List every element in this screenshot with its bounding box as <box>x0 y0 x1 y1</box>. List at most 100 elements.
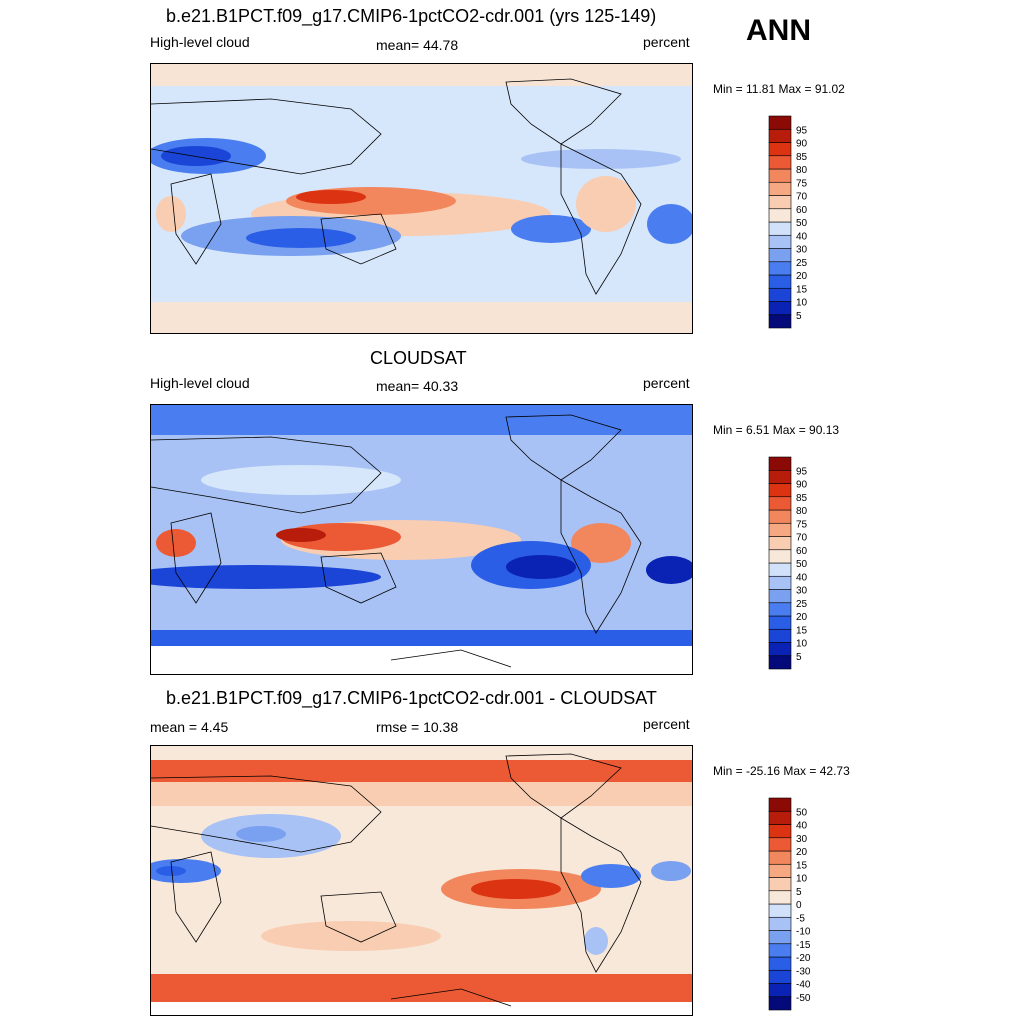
colorbar-box <box>768 850 792 865</box>
colorbar-box <box>768 314 792 329</box>
colorbar-tick-label: -5 <box>796 913 805 924</box>
colorbar-tick-label: 10 <box>796 639 808 650</box>
colorbar-tick-label: 10 <box>796 874 808 885</box>
colorbar-tick-label: 50 <box>796 807 808 818</box>
colorbar-tick-label: 30 <box>796 586 808 597</box>
colorbar-tick-label: 40 <box>796 821 808 832</box>
panel-1-map <box>150 63 693 334</box>
colorbar-tick-label: 60 <box>796 205 808 216</box>
colorbar-tick-label: 75 <box>796 519 808 530</box>
colorbar-box <box>768 969 792 984</box>
colorbar-box <box>768 956 792 971</box>
colorbar-tick-label: -10 <box>796 927 811 938</box>
colorbar-tick-label: 0 <box>796 900 802 911</box>
colorbar-tick-label: -30 <box>796 966 811 977</box>
colorbar-box <box>768 301 792 316</box>
colorbar-box <box>768 810 792 825</box>
colorbar-box <box>768 903 792 918</box>
colorbar-tick-label: 30 <box>796 245 808 256</box>
colorbar-tick-label: 15 <box>796 860 808 871</box>
panel-1-variable-label: High-level cloud <box>150 34 250 50</box>
colorbar-box <box>768 642 792 657</box>
colorbar-tick-label: 5 <box>796 887 802 898</box>
colorbar-box <box>768 615 792 630</box>
colorbar-tick-label: 80 <box>796 165 808 176</box>
colorbar-box <box>768 983 792 998</box>
colorbar-tick-label: -50 <box>796 993 811 1004</box>
colorbar-tick-label: 15 <box>796 284 808 295</box>
colorbar-box <box>768 274 792 289</box>
colorbar-box <box>768 890 792 905</box>
colorbar-box <box>768 877 792 892</box>
colorbar-box <box>768 221 792 236</box>
colorbar-tick-label: 85 <box>796 493 808 504</box>
colorbar-box <box>768 181 792 196</box>
colorbar-tick-label: 25 <box>796 258 808 269</box>
panel-3-units-label: percent <box>643 716 690 732</box>
colorbar-tick-label: -15 <box>796 940 811 951</box>
colorbar-box <box>768 248 792 263</box>
colorbar-box <box>768 234 792 249</box>
panel-3-colorbar: -50 -40 -30 -20 -15 -10 -5 0 5 10 15 20 30 40 50 <box>768 797 811 1011</box>
colorbar-box <box>768 496 792 511</box>
panel-1-units-label: percent <box>643 34 690 50</box>
colorbar-box <box>768 287 792 302</box>
colorbar-box <box>768 562 792 577</box>
colorbar-box <box>768 916 792 931</box>
panel-1-minmax: Min = 11.81 Max = 91.02 <box>713 82 845 96</box>
panel-2-minmax: Min = 6.51 Max = 90.13 <box>713 423 840 437</box>
colorbar-tick-label: 20 <box>796 612 808 623</box>
colorbar-box <box>768 797 792 812</box>
colorbar-tick-label: 20 <box>796 847 808 858</box>
panel-2-map <box>150 404 693 675</box>
colorbar-tick-label: 30 <box>796 834 808 845</box>
panel-1-colorbar: 5 10 15 20 25 30 40 50 60 70 75 80 85 90 95 <box>768 115 808 329</box>
colorbar-box <box>768 589 792 604</box>
colorbar-tick-label: 40 <box>796 231 808 242</box>
panel-3-minmax: Min = -25.16 Max = 42.73 <box>713 764 850 778</box>
colorbar-box <box>768 549 792 564</box>
colorbar-box <box>768 522 792 537</box>
colorbar-tick-label: 20 <box>796 271 808 282</box>
panel-2-variable-label: High-level cloud <box>150 375 250 391</box>
season-label: ANN <box>746 14 811 47</box>
colorbar-tick-label: 50 <box>796 559 808 570</box>
panel-2-title: CLOUDSAT <box>370 348 467 368</box>
colorbar-tick-label: 70 <box>796 533 808 544</box>
colorbar-tick-label: -40 <box>796 980 811 991</box>
colorbar-box <box>768 837 792 852</box>
colorbar-box <box>768 155 792 170</box>
colorbar-box <box>768 509 792 524</box>
colorbar-box <box>768 261 792 276</box>
colorbar-box <box>768 168 792 183</box>
colorbar-box <box>768 602 792 617</box>
colorbar-tick-label: 40 <box>796 572 808 583</box>
colorbar-box <box>768 142 792 157</box>
colorbar-box <box>768 655 792 670</box>
panel-2-mean-label: mean= 40.33 <box>376 378 459 394</box>
colorbar-box <box>768 628 792 643</box>
panel-2-colorbar: 5 10 15 20 25 30 40 50 60 70 75 80 85 90 95 <box>768 456 808 670</box>
colorbar-tick-label: 90 <box>796 139 808 150</box>
panel-2-units-label: percent <box>643 375 690 391</box>
colorbar-tick-label: 95 <box>796 125 808 136</box>
colorbar-box <box>768 930 792 945</box>
colorbar-box <box>768 195 792 210</box>
panel-3-rmse-label: rmse = 10.38 <box>376 719 459 735</box>
colorbar-tick-label: 5 <box>796 311 802 322</box>
colorbar-box <box>768 469 792 484</box>
colorbar-tick-label: 5 <box>796 652 802 663</box>
colorbar-box <box>768 863 792 878</box>
colorbar-box <box>768 575 792 590</box>
colorbar-tick-label: 50 <box>796 218 808 229</box>
colorbar-tick-label: -20 <box>796 953 811 964</box>
colorbar-box <box>768 996 792 1011</box>
colorbar-tick-label: 75 <box>796 178 808 189</box>
colorbar-tick-label: 85 <box>796 152 808 163</box>
colorbar-tick-label: 90 <box>796 480 808 491</box>
colorbar-tick-label: 10 <box>796 298 808 309</box>
panel-3-title: b.e21.B1PCT.f09_g17.CMIP6-1pctCO2-cdr.00… <box>166 688 657 708</box>
colorbar-box <box>768 824 792 839</box>
panel-1-mean-label: mean= 44.78 <box>376 37 459 53</box>
panel-3-mean-label: mean = 4.45 <box>150 719 229 735</box>
